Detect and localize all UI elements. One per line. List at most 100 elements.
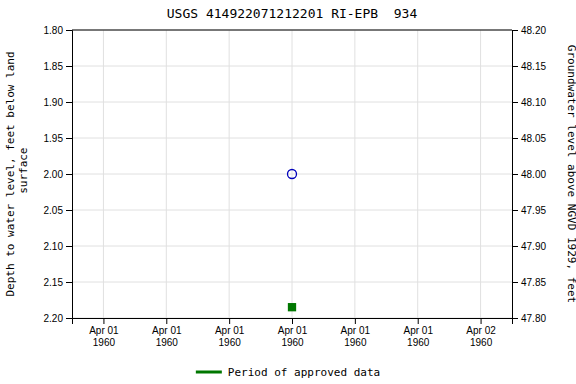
x-axis: Apr 011960 Apr 011960 Apr 011960 Apr 011960… <box>73 318 513 348</box>
tick-mark <box>66 318 72 319</box>
point <box>289 304 296 311</box>
tick-mark <box>66 138 72 139</box>
tick-label: Apr 011960 <box>89 325 119 348</box>
tick: 2.05 <box>44 205 72 216</box>
tick-mark <box>512 102 518 103</box>
tick-label: Apr 011960 <box>215 325 245 348</box>
tick-label: Apr 021960 <box>466 325 496 348</box>
legend-label: Period of approved data <box>228 366 380 379</box>
tick-mark <box>481 318 482 324</box>
tick-label: 47.85 <box>521 277 546 288</box>
grid-line <box>354 30 355 318</box>
tick-mark <box>512 138 518 139</box>
point <box>288 170 297 179</box>
grid-line <box>103 30 104 318</box>
axis-line <box>66 31 73 319</box>
tick: Apr 011960 <box>278 318 308 348</box>
frame <box>72 30 512 31</box>
tick-mark <box>166 318 167 324</box>
tick: 47.80 <box>512 313 546 324</box>
tick-mark <box>512 246 518 247</box>
legend: Period of approved data <box>196 366 380 379</box>
tick: 48.15 <box>512 61 546 72</box>
tick: Apr 011960 <box>215 318 245 348</box>
tick-label: 48.20 <box>521 25 546 36</box>
tick: 48.00 <box>512 169 546 180</box>
plot: Apr 011960 Apr 011960 Apr 011960 Apr 011960… <box>44 25 547 348</box>
tick: 47.85 <box>512 277 546 288</box>
y-axis: 1.80 1.85 1.90 1.95 2.00 2.05 2.10 2.15 2.20 <box>44 25 73 324</box>
tick-mark <box>66 30 72 31</box>
tick-label: 2.20 <box>44 313 64 324</box>
tick: 2.00 <box>44 169 72 180</box>
tick-label: Apr 011960 <box>278 325 308 348</box>
tick-mark <box>66 210 72 211</box>
tick: 2.20 <box>44 313 72 324</box>
tick-mark <box>512 210 518 211</box>
tick: 48.20 <box>512 25 546 36</box>
tick-label: 48.10 <box>521 97 546 108</box>
tick-mark <box>66 66 72 67</box>
tick-mark <box>418 318 419 324</box>
legend-item: Period of approved data <box>196 366 380 379</box>
grid-line <box>72 30 512 31</box>
tick-mark <box>229 318 230 324</box>
tick: 1.85 <box>44 61 72 72</box>
grid-line <box>229 30 230 318</box>
tick-label: 47.80 <box>521 313 546 324</box>
tick-mark <box>103 318 104 324</box>
tick-mark <box>512 30 518 31</box>
tick: 48.05 <box>512 133 546 144</box>
grid-line <box>480 30 481 318</box>
axis-line <box>73 319 513 325</box>
tick-mark <box>355 318 356 324</box>
tick-mark <box>512 282 518 283</box>
tick-label: 1.85 <box>44 61 64 72</box>
tick: 1.90 <box>44 97 72 108</box>
tick-label: 1.90 <box>44 97 64 108</box>
tick-label: Apr 011960 <box>152 325 182 348</box>
title: USGS 414922071212201 RI-EPB 934 <box>167 6 418 21</box>
tick: 47.90 <box>512 241 546 252</box>
tick: 47.95 <box>512 205 546 216</box>
tick-label: 48.00 <box>521 169 546 180</box>
y2-axis: 47.80 47.85 47.90 47.95 48.00 48.05 48.10 48.15… <box>512 25 546 324</box>
tick-mark <box>66 282 72 283</box>
tick-label: 47.90 <box>521 241 546 252</box>
tick-mark <box>512 174 518 175</box>
tick-label: 2.15 <box>44 277 64 288</box>
tick: 1.95 <box>44 133 72 144</box>
tick-label: 47.95 <box>521 205 546 216</box>
grid-line <box>417 30 418 318</box>
tick: Apr 011960 <box>89 318 119 348</box>
tick-mark <box>66 246 72 247</box>
y-axis-title: Depth to water level, feet below land su… <box>4 51 30 296</box>
tick: Apr 011960 <box>341 318 371 348</box>
tick: Apr 011960 <box>403 318 433 348</box>
tick-label: 48.05 <box>521 133 546 144</box>
grid-line <box>292 30 293 318</box>
tick-label: 2.00 <box>44 169 64 180</box>
marks <box>288 170 297 311</box>
tick: 48.10 <box>512 97 546 108</box>
tick-mark <box>66 102 72 103</box>
tick-label: 2.05 <box>44 205 64 216</box>
tick-label: 1.80 <box>44 25 64 36</box>
tick-label: Apr 011960 <box>341 325 371 348</box>
chart: Apr 011960 Apr 011960 Apr 011960 Apr 011960… <box>0 0 576 384</box>
tick: Apr 011960 <box>152 318 182 348</box>
tick: Apr 021960 <box>466 318 496 348</box>
tick-mark <box>512 66 518 67</box>
tick: 1.80 <box>44 25 72 36</box>
tick: 2.10 <box>44 241 72 252</box>
axis-line <box>513 31 519 319</box>
y2-axis-title: Groundwater level above NGVD 1929, feet <box>565 45 576 303</box>
tick-label: 48.15 <box>521 61 546 72</box>
tick-mark <box>512 318 518 319</box>
tick-mark <box>292 318 293 324</box>
legend-swatch <box>196 371 222 374</box>
tick-label: 2.10 <box>44 241 64 252</box>
tick-label: 1.95 <box>44 133 64 144</box>
tick-label: Apr 011960 <box>403 325 433 348</box>
grid-line <box>166 30 167 318</box>
